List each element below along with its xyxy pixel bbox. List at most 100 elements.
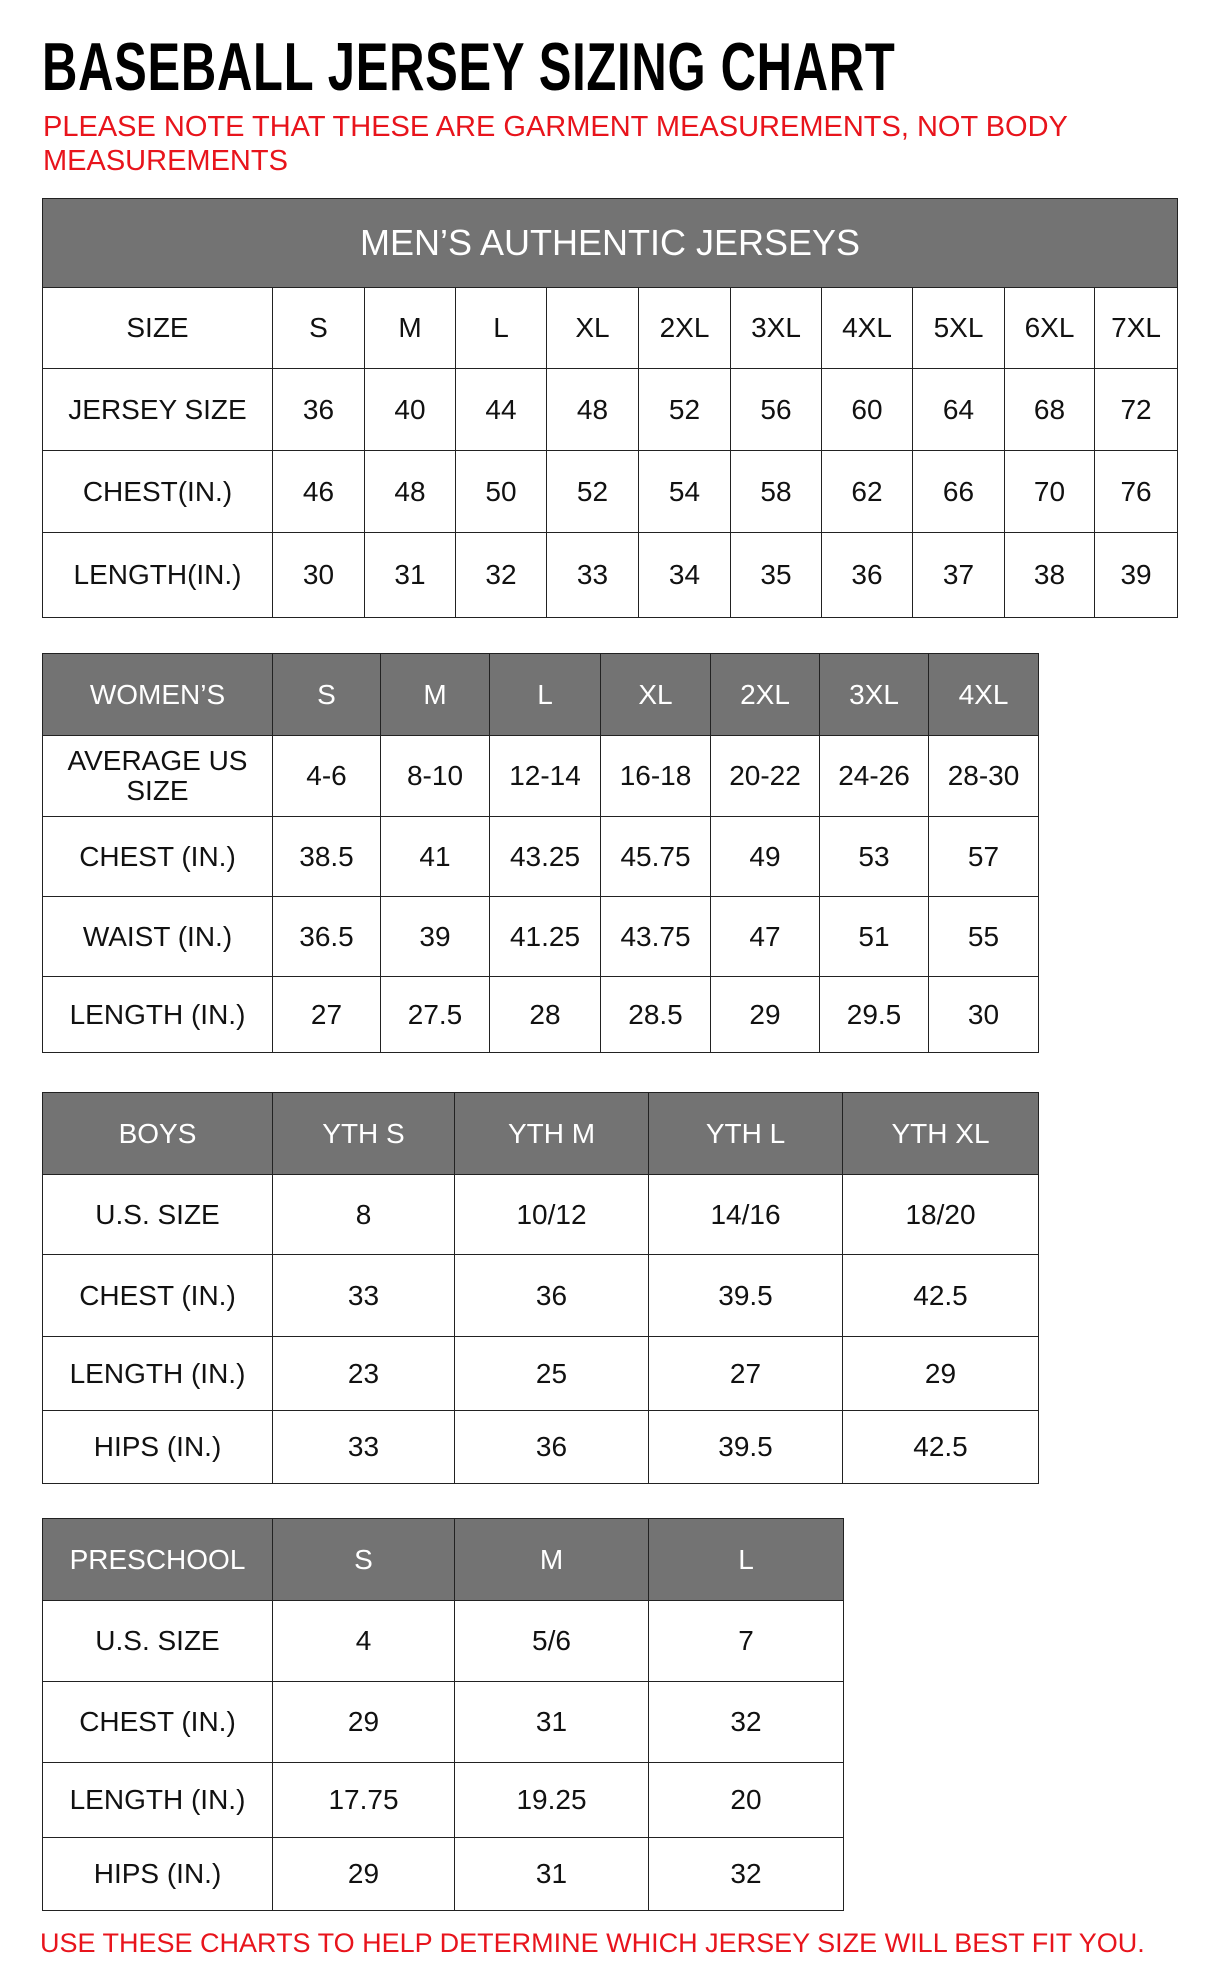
- row-label: LENGTH (IN.): [42, 1762, 273, 1838]
- table-row: U.S. SIZE 8 10/12 14/16 18/20: [42, 1174, 1039, 1255]
- measurement-cell: 55: [928, 896, 1039, 977]
- size-header-cell: S: [272, 287, 365, 369]
- measurement-cell: 20-22: [710, 735, 820, 817]
- measurement-cell: 54: [638, 450, 731, 533]
- header-label: BOYS: [42, 1092, 273, 1175]
- measurement-cell: 33: [272, 1254, 455, 1337]
- size-header-cell: L: [455, 287, 547, 369]
- measurement-cell: 37: [912, 532, 1005, 618]
- measurement-cell: 30: [928, 976, 1039, 1053]
- header-row: PRESCHOOL S M L: [42, 1518, 844, 1601]
- measurement-cell: 10/12: [454, 1174, 649, 1255]
- measurement-cell: 23: [272, 1336, 455, 1411]
- table-row: LENGTH(IN.) 30 31 32 33 34 35 36 37 38 39: [42, 532, 1179, 618]
- measurement-cell: 66: [912, 450, 1005, 533]
- measurement-cell: 20: [648, 1762, 844, 1838]
- measurement-cell: 30: [272, 532, 365, 618]
- header-label: WOMEN’S: [42, 653, 273, 736]
- row-label: CHEST (IN.): [42, 1681, 273, 1763]
- measurement-cell: 47: [710, 896, 820, 977]
- measurement-cell: 52: [546, 450, 639, 533]
- measurement-cell: 51: [819, 896, 929, 977]
- measurement-cell: 68: [1004, 368, 1095, 451]
- table-row: CHEST (IN.) 33 36 39.5 42.5: [42, 1254, 1039, 1337]
- measurement-cell: 32: [648, 1837, 844, 1911]
- measurement-cell: 40: [364, 368, 456, 451]
- measurement-cell: 64: [912, 368, 1005, 451]
- table-row: JERSEY SIZE 36 40 44 48 52 56 60 64 68 72: [42, 368, 1179, 451]
- size-header-cell: M: [364, 287, 456, 369]
- row-label: U.S. SIZE: [42, 1600, 273, 1682]
- row-label: LENGTH (IN.): [42, 1336, 273, 1411]
- size-header-cell: L: [648, 1518, 844, 1601]
- size-header-cell: S: [272, 653, 381, 736]
- table-row: AVERAGE US SIZE 4-6 8-10 12-14 16-18 20-22 24-…: [42, 735, 1039, 817]
- row-label: CHEST(IN.): [42, 450, 273, 533]
- table-row: HIPS (IN.) 33 36 39.5 42.5: [42, 1410, 1039, 1484]
- measurement-cell: 48: [364, 450, 456, 533]
- size-header-cell: S: [272, 1518, 455, 1601]
- measurement-cell: 43.75: [600, 896, 711, 977]
- measurement-cell: 39.5: [648, 1410, 843, 1484]
- measurement-cell: 39: [1093, 532, 1179, 618]
- size-header-cell: 6XL: [1004, 287, 1095, 369]
- garment-note: PLEASE NOTE THAT THESE ARE GARMENT MEASU…: [43, 111, 1068, 177]
- row-label: CHEST (IN.): [42, 816, 273, 897]
- size-header-cell: 4XL: [928, 653, 1039, 736]
- measurement-cell: 38.5: [272, 816, 381, 897]
- table-row: U.S. SIZE 4 5/6 7: [42, 1600, 844, 1682]
- measurement-cell: 29: [710, 976, 820, 1053]
- table-row: WAIST (IN.) 36.5 39 41.25 43.75 47 51 55: [42, 896, 1039, 977]
- size-header-cell: 2XL: [638, 287, 731, 369]
- measurement-cell: 36: [821, 532, 913, 618]
- measurement-cell: 44: [455, 368, 547, 451]
- measurement-cell: 50: [455, 450, 547, 533]
- table-row: LENGTH (IN.) 27 27.5 28 28.5 29 29.5 30: [42, 976, 1039, 1053]
- size-header-cell: YTH L: [648, 1092, 843, 1175]
- measurement-cell: 31: [454, 1837, 649, 1911]
- measurement-cell: 57: [928, 816, 1039, 897]
- measurement-cell: 53: [819, 816, 929, 897]
- measurement-cell: 41: [380, 816, 490, 897]
- measurement-cell: 52: [638, 368, 731, 451]
- measurement-cell: 60: [821, 368, 913, 451]
- size-header-cell: YTH M: [454, 1092, 649, 1175]
- measurement-cell: 27: [648, 1336, 843, 1411]
- measurement-cell: 14/16: [648, 1174, 843, 1255]
- measurement-cell: 25: [454, 1336, 649, 1411]
- size-header-cell: 7XL: [1093, 287, 1179, 369]
- table-row: HIPS (IN.) 29 31 32: [42, 1837, 844, 1911]
- size-header-cell: YTH S: [272, 1092, 455, 1175]
- measurement-cell: 5/6: [454, 1600, 649, 1682]
- measurement-cell: 12-14: [489, 735, 601, 817]
- size-header-cell: 4XL: [821, 287, 913, 369]
- table-row: CHEST(IN.) 46 48 50 52 54 58 62 66 70 76: [42, 450, 1179, 533]
- preschool-size-table: PRESCHOOL S M L U.S. SIZE 4 5/6 7 CHEST (IN.) 29 3…: [42, 1518, 844, 1911]
- measurement-cell: 29: [842, 1336, 1039, 1411]
- measurement-cell: 29: [272, 1681, 455, 1763]
- row-label: LENGTH (IN.): [42, 976, 273, 1053]
- row-label: HIPS (IN.): [42, 1410, 273, 1484]
- size-header-cell: 3XL: [819, 653, 929, 736]
- measurement-cell: 43.25: [489, 816, 601, 897]
- row-label: CHEST (IN.): [42, 1254, 273, 1337]
- header-row: SIZE S M L XL 2XL 3XL 4XL 5XL 6XL 7XL: [42, 287, 1179, 369]
- measurement-cell: 33: [272, 1410, 455, 1484]
- measurement-cell: 28-30: [928, 735, 1039, 817]
- measurement-cell: 27: [272, 976, 381, 1053]
- page-title: BASEBALL JERSEY SIZING CHART: [42, 29, 896, 105]
- measurement-cell: 29: [272, 1837, 455, 1911]
- measurement-cell: 45.75: [600, 816, 711, 897]
- measurement-cell: 18/20: [842, 1174, 1039, 1255]
- row-label: AVERAGE US SIZE: [42, 735, 273, 817]
- measurement-cell: 4: [272, 1600, 455, 1682]
- measurement-cell: 70: [1004, 450, 1095, 533]
- measurement-cell: 24-26: [819, 735, 929, 817]
- row-label: LENGTH(IN.): [42, 532, 273, 618]
- measurement-cell: 34: [638, 532, 731, 618]
- header-label: SIZE: [42, 287, 273, 369]
- measurement-cell: 8: [272, 1174, 455, 1255]
- size-header-cell: M: [454, 1518, 649, 1601]
- size-header-cell: XL: [600, 653, 711, 736]
- measurement-cell: 8-10: [380, 735, 490, 817]
